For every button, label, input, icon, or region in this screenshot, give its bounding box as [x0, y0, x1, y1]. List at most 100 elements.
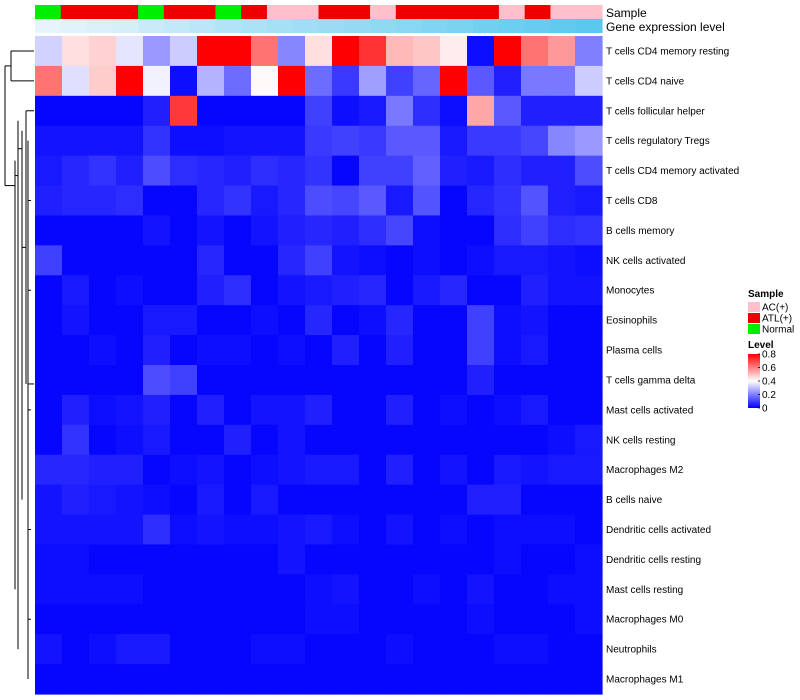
heatmap-cell	[116, 544, 144, 575]
heatmap-cell	[62, 65, 90, 97]
heatmap-cell	[278, 335, 306, 366]
heatmap-cell	[278, 95, 306, 127]
heatmap-cell	[116, 604, 144, 635]
heatmap-cell	[521, 424, 549, 456]
heatmap-cell	[494, 65, 522, 97]
heatmap-cell	[116, 365, 144, 396]
heatmap-cell	[251, 65, 279, 97]
heatmap-cell	[332, 215, 360, 246]
heatmap-cell	[197, 215, 225, 246]
level-ticks: 0.8 0.6 0.4 0.2 0	[758, 350, 776, 415]
heatmap-cell	[548, 484, 576, 516]
heatmap-cell	[386, 484, 414, 516]
heatmap-cell	[89, 305, 117, 336]
heatmap-cell	[575, 454, 603, 486]
heatmap-cell	[116, 95, 144, 127]
heatmap-cell	[548, 185, 576, 217]
heatmap-cell	[440, 36, 468, 67]
row-dendrogram	[4, 50, 34, 680]
heatmap-cell	[251, 604, 279, 635]
heatmap-cell	[278, 484, 306, 516]
heatmap-cell	[548, 634, 576, 665]
heatmap-cell	[143, 65, 171, 97]
heatmap-cell	[197, 125, 225, 157]
sample-annotation-cell	[395, 5, 423, 19]
heatmap-cell	[386, 155, 414, 187]
heatmap-cell	[440, 634, 468, 665]
heatmap-cell	[440, 574, 468, 605]
heatmap-cell	[332, 664, 360, 695]
heatmap-cell	[116, 574, 144, 605]
heatmap-cell	[332, 155, 360, 187]
heatmap-cell	[35, 544, 63, 575]
heatmap-cell	[440, 394, 468, 426]
heatmap-cell	[467, 664, 495, 695]
heatmap-cell	[278, 664, 306, 695]
heatmap-cell	[521, 454, 549, 486]
heatmap-cell	[35, 125, 63, 157]
row-label: T cells follicular helper	[606, 106, 705, 117]
heatmap-cell	[521, 185, 549, 217]
sample-annotation-cell	[163, 5, 191, 19]
heatmap-cell	[305, 454, 333, 486]
heatmap-cell	[359, 65, 387, 97]
heatmap-cell	[413, 574, 441, 605]
sample-annotation-cell	[447, 5, 474, 19]
heatmap-cell	[494, 604, 522, 635]
heatmap-cell	[305, 424, 333, 456]
heatmap-cell	[575, 335, 603, 366]
heatmap-cell	[89, 514, 117, 546]
heatmap-cell	[494, 335, 522, 366]
heatmap-cell	[332, 185, 360, 217]
heatmap-cell	[386, 95, 414, 127]
heatmap-cell	[521, 574, 549, 605]
heatmap-cell	[494, 125, 522, 157]
heatmap-cell	[305, 305, 333, 336]
heatmap-cell	[575, 664, 603, 695]
heatmap-cell	[224, 604, 252, 635]
heatmap-cell	[116, 484, 144, 516]
heatmap-cell	[359, 36, 387, 67]
heatmap-cell	[197, 634, 225, 665]
heatmap-cell	[440, 544, 468, 575]
heatmap-cell	[413, 484, 441, 516]
heatmap-cell	[89, 36, 117, 67]
heatmap-cell	[224, 185, 252, 217]
heatmap-cell	[575, 275, 603, 306]
heatmap-cell	[251, 454, 279, 486]
heatmap-cell	[197, 454, 225, 486]
heatmap-cell	[494, 454, 522, 486]
heatmap-cell	[89, 65, 117, 97]
heatmap-cell	[35, 185, 63, 217]
row-label: Mast cells activated	[606, 405, 693, 416]
heatmap-cell	[575, 365, 603, 396]
heatmap-cell	[359, 664, 387, 695]
heatmap-cell	[278, 424, 306, 456]
heatmap-cell	[224, 394, 252, 426]
heatmap-cell	[224, 65, 252, 97]
heatmap-cell	[170, 574, 198, 605]
sample-annotation-cell	[266, 5, 294, 19]
row-label: T cells gamma delta	[606, 375, 696, 386]
heatmap-cell	[170, 454, 198, 486]
heatmap-cell	[278, 185, 306, 217]
heatmap-cell	[170, 664, 198, 695]
heatmap-cell	[467, 36, 495, 67]
heatmap-cell	[89, 185, 117, 217]
heatmap-cell	[143, 454, 171, 486]
heatmap-cell	[467, 544, 495, 575]
heatmap-cell	[278, 245, 306, 276]
sample-annotation-cell	[370, 5, 397, 19]
heatmap-cell	[278, 155, 306, 187]
heatmap-cell	[467, 424, 495, 456]
heatmap-cell	[251, 514, 279, 546]
heatmap-cell	[467, 155, 495, 187]
level-legend-title: Level	[748, 340, 774, 351]
expression-annotation-cell	[189, 19, 217, 33]
heatmap-cell	[575, 634, 603, 665]
heatmap-cell	[89, 125, 117, 157]
heatmap-cell	[440, 155, 468, 187]
heatmap-cell	[494, 544, 522, 575]
heatmap-cell	[575, 65, 603, 97]
heatmap-cell	[251, 36, 279, 67]
